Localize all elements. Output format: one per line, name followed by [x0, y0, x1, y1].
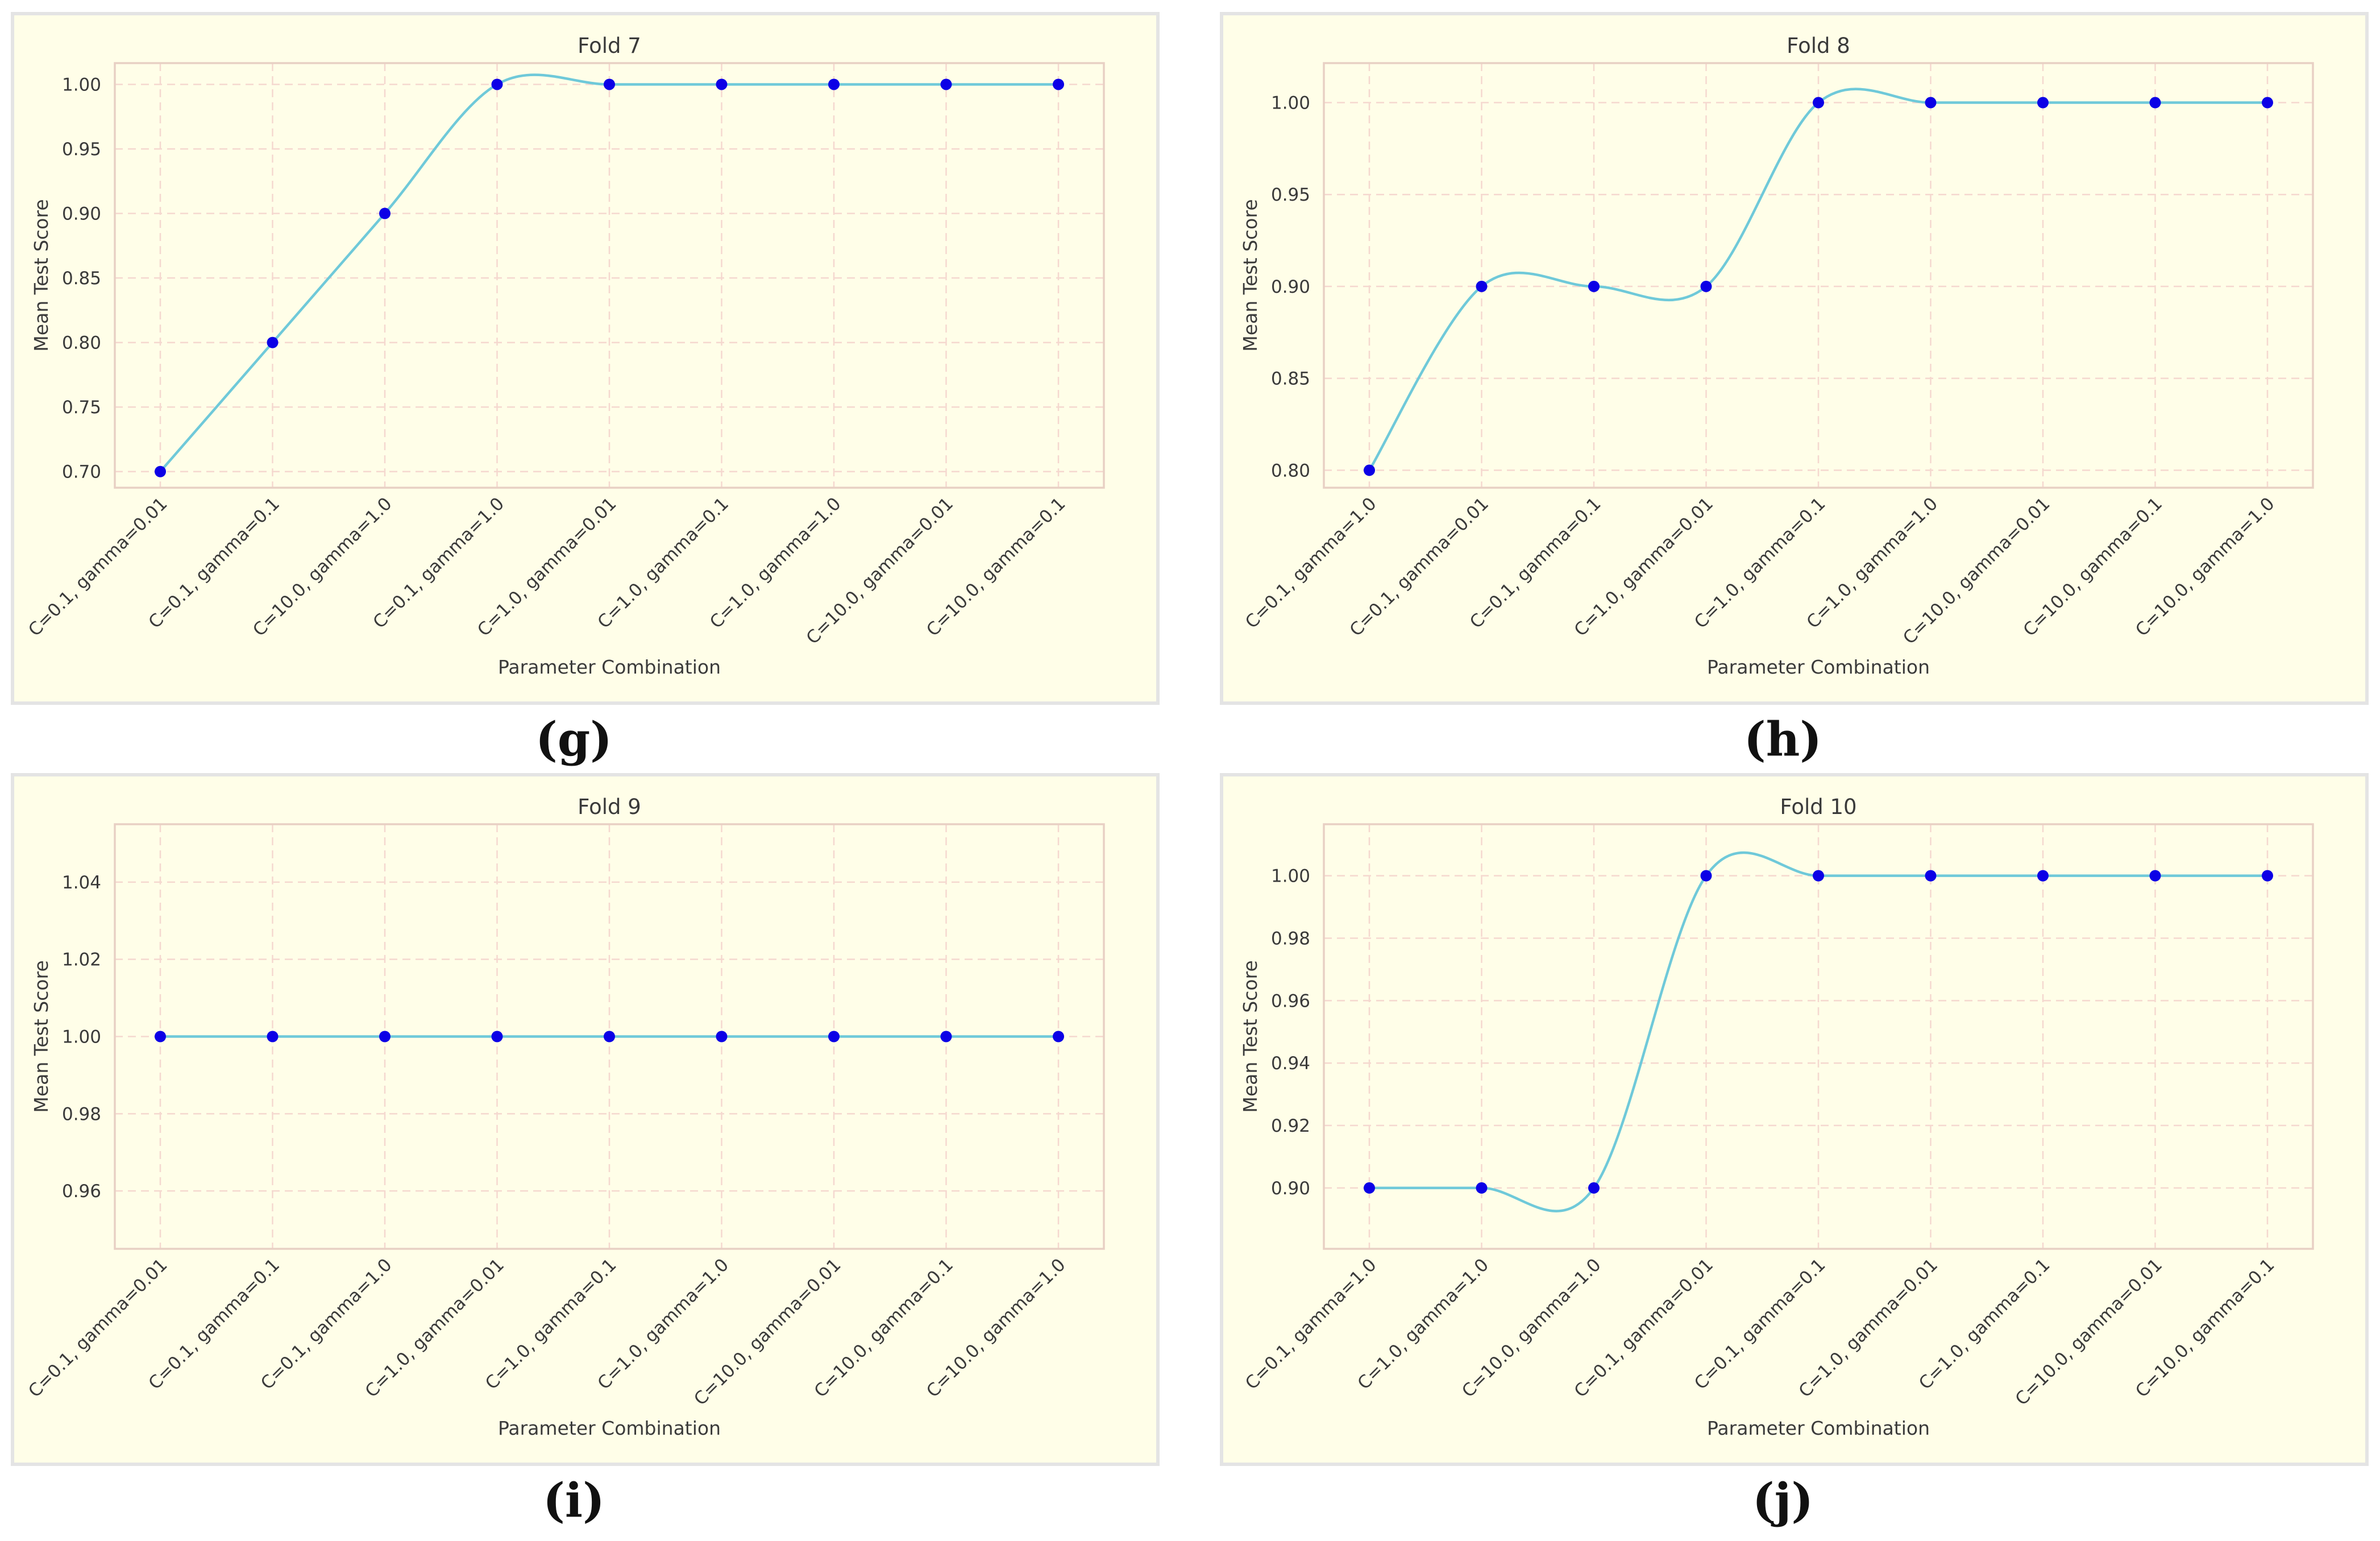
- y-tick-label: 0.96: [1271, 991, 1310, 1011]
- panel-background: [11, 12, 1160, 705]
- y-tick-label: 0.90: [62, 204, 101, 225]
- x-axis-label: Parameter Combination: [1707, 1417, 1930, 1439]
- chart-panel-2: Fold 80.800.850.900.951.00C=0.1, gamma=1…: [1220, 12, 2369, 705]
- subfigure-label: (g): [535, 712, 612, 767]
- y-tick-label: 0.95: [62, 139, 101, 160]
- plot-frame: [1323, 62, 2314, 489]
- data-point: [1700, 280, 1712, 292]
- data-point: [1813, 870, 1824, 882]
- chart-title: Fold 8: [1787, 34, 1850, 58]
- plot-frame: [114, 823, 1105, 1250]
- panel-background: [1220, 773, 2369, 1466]
- y-axis-label: Mean Test Score: [30, 960, 52, 1112]
- data-point: [1364, 464, 1375, 476]
- panel-background: [11, 773, 1160, 1466]
- data-point: [716, 78, 728, 90]
- data-point: [716, 1031, 728, 1042]
- panel-background: [1220, 12, 2369, 705]
- subfigure-label: (h): [1744, 712, 1822, 767]
- data-point: [828, 78, 840, 90]
- data-point: [267, 337, 279, 348]
- data-point: [2037, 97, 2049, 109]
- plot-frame: [1323, 823, 2314, 1250]
- y-tick-label: 0.90: [1271, 1178, 1310, 1199]
- data-point: [604, 1031, 615, 1042]
- y-tick-label: 0.92: [1271, 1116, 1310, 1136]
- data-point: [2149, 97, 2161, 109]
- y-tick-label: 1.00: [62, 74, 101, 95]
- y-tick-label: 0.80: [62, 333, 101, 354]
- data-point: [1925, 97, 1937, 109]
- chart-title: Fold 7: [578, 34, 641, 58]
- plot-frame: [114, 62, 1105, 489]
- data-point: [1588, 1182, 1600, 1194]
- subfigure-label: (j): [1752, 1473, 1813, 1528]
- y-tick-label: 1.00: [1271, 866, 1310, 887]
- y-tick-label: 1.00: [62, 1027, 101, 1048]
- series-line: [159, 73, 1058, 473]
- data-point: [155, 466, 166, 477]
- data-point: [491, 78, 503, 90]
- y-tick-label: 0.98: [62, 1104, 101, 1124]
- data-point: [1053, 1031, 1064, 1042]
- data-point: [1476, 280, 1488, 292]
- data-point: [267, 1031, 279, 1042]
- y-tick-label: 1.00: [1271, 93, 1310, 114]
- data-point: [1925, 870, 1937, 882]
- x-axis-label: Parameter Combination: [1707, 656, 1930, 678]
- data-point: [155, 1031, 166, 1042]
- chart-title: Fold 10: [1780, 795, 1856, 819]
- y-tick-label: 0.85: [1271, 369, 1310, 389]
- y-tick-label: 0.85: [62, 268, 101, 289]
- y-axis-label: Mean Test Score: [30, 199, 52, 351]
- data-point: [1364, 1182, 1375, 1194]
- data-point: [828, 1031, 840, 1042]
- y-axis-label: Mean Test Score: [1239, 199, 1261, 351]
- data-point: [2262, 870, 2273, 882]
- y-tick-label: 0.98: [1271, 928, 1310, 949]
- series-line: [1368, 88, 2267, 471]
- series-line: [1369, 851, 2267, 1212]
- data-point: [1813, 97, 1824, 109]
- data-point: [1476, 1182, 1488, 1194]
- y-axis-label: Mean Test Score: [1239, 960, 1261, 1112]
- data-point: [940, 1031, 952, 1042]
- chart-panel-3: Fold 90.960.981.001.021.04C=0.1, gamma=0…: [11, 773, 1160, 1466]
- data-point: [2149, 870, 2161, 882]
- data-point: [1588, 280, 1600, 292]
- subfigure-label: (i): [543, 1473, 605, 1528]
- y-tick-label: 0.90: [1271, 277, 1310, 297]
- y-tick-label: 1.04: [62, 873, 101, 893]
- chart-title: Fold 9: [578, 795, 641, 819]
- y-tick-label: 0.94: [1271, 1053, 1310, 1074]
- data-point: [940, 78, 952, 90]
- data-point: [1700, 870, 1712, 882]
- data-point: [379, 1031, 391, 1042]
- y-tick-label: 1.02: [62, 950, 101, 970]
- data-point: [2262, 97, 2273, 109]
- data-point: [604, 78, 615, 90]
- x-axis-label: Parameter Combination: [498, 1417, 721, 1439]
- chart-panel-1: Fold 70.700.750.800.850.900.951.00C=0.1,…: [11, 12, 1160, 705]
- data-point: [2037, 870, 2049, 882]
- chart-panel-4: Fold 100.900.920.940.960.981.00C=0.1, ga…: [1220, 773, 2369, 1466]
- y-tick-label: 0.80: [1271, 460, 1310, 481]
- x-axis-label: Parameter Combination: [498, 656, 721, 678]
- y-tick-label: 0.75: [62, 397, 101, 418]
- y-tick-label: 0.70: [62, 462, 101, 483]
- data-point: [1053, 78, 1064, 90]
- data-point: [491, 1031, 503, 1042]
- y-tick-label: 0.95: [1271, 185, 1310, 205]
- y-tick-label: 0.96: [62, 1181, 101, 1202]
- data-point: [379, 207, 391, 219]
